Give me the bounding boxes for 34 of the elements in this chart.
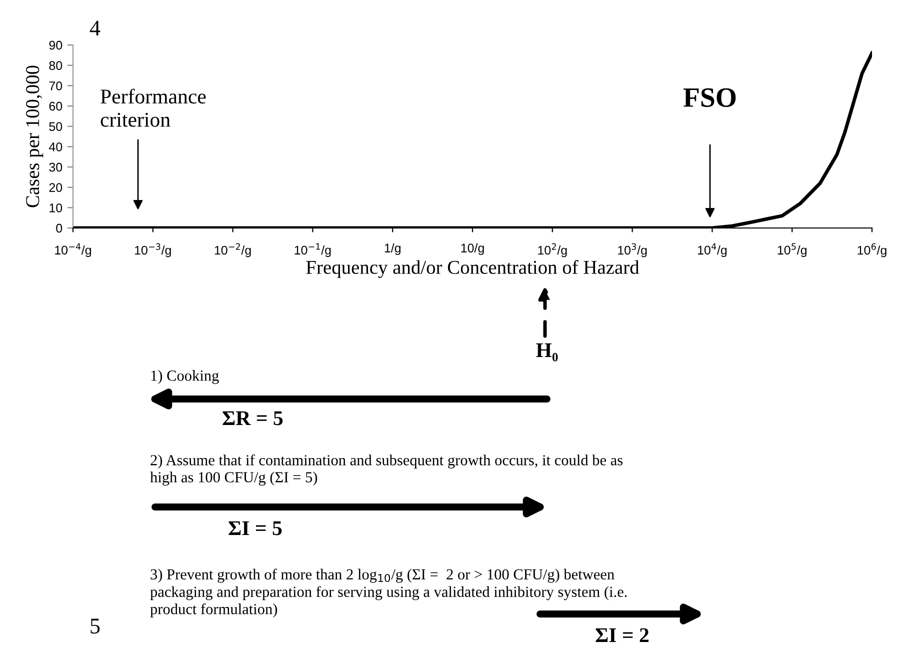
y-tick-label: 90	[49, 40, 62, 50]
text: 1) Cooking	[151, 370, 219, 384]
y-tick-label: 40	[48, 142, 62, 152]
x-tick-label: 1/g	[384, 243, 400, 255]
y-tick-label: 20	[49, 183, 62, 192]
text: 5	[90, 618, 100, 634]
x-axis-title: Frequency and/or Concentration of Hazard	[306, 260, 640, 278]
text: H₀	[536, 343, 558, 362]
y-tick-label: 70	[49, 81, 62, 90]
y-axis-title: Cases per 100,000	[26, 66, 44, 208]
x-tick-label: 10$^{5}$/g	[778, 243, 806, 258]
x-tick-label: 10/g	[461, 243, 484, 255]
y-tick-label: 80	[49, 61, 62, 70]
y-tick-label: 50	[49, 122, 62, 131]
x-tick-label: 10$^{−4}$/g	[55, 243, 92, 258]
x-tick-label: 10$^{6}$/g	[858, 243, 886, 258]
text: 4	[90, 20, 100, 36]
text: ΣI = 5	[228, 521, 282, 536]
annotation: FSO	[683, 88, 736, 107]
text: ΣI = 2	[596, 628, 649, 642]
y-tick-label: 0	[56, 224, 62, 233]
x-tick-label: 10$^{−3}$/g	[134, 243, 171, 258]
text: ΣR = 5	[222, 411, 283, 426]
x-tick-label: 10$^{2}$/g	[538, 243, 567, 258]
x-tick-label: 10$^{−1}$/g	[294, 243, 331, 258]
y-tick-label: 30	[49, 162, 62, 172]
annotation: Performance criterion	[100, 88, 206, 127]
text: 2) Assume that if contamination and subsequent growth occurs, it could be as high as 100 CFU/g (ΣI = 5)	[150, 454, 623, 486]
x-tick-label: 10$^{3}$/g	[618, 243, 647, 258]
y-tick-label: 10	[50, 203, 62, 212]
x-tick-label: 10$^{−2}$/g	[214, 243, 251, 258]
x-tick-label: 10$^{4}$/g	[698, 243, 727, 258]
text: 3) Prevent growth of more than 2 log$_{10}$/g (ΣI = 2 or > 100 CFU/g) between packaging and preparation for serving using a validated inhibitory system (i.e. product formulation)	[150, 568, 627, 618]
y-tick-label: 60	[49, 102, 62, 111]
